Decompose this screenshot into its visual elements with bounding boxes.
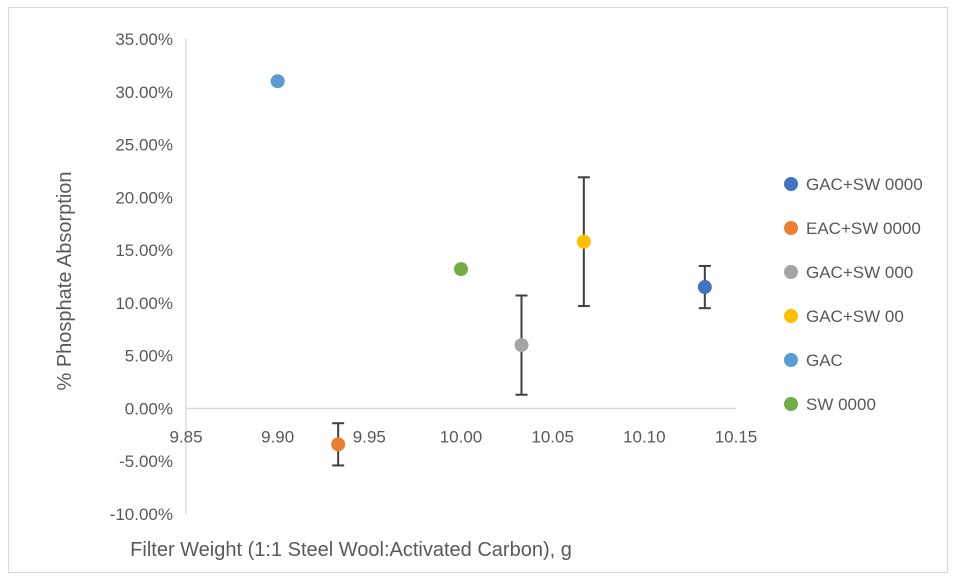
data-point: [514, 338, 529, 353]
legend-label: EAC+SW 0000: [806, 219, 921, 238]
legend-item: GAC: [784, 351, 843, 370]
legend-marker: [784, 397, 798, 411]
legend-marker: [784, 309, 798, 323]
scatter-chart: 35.00% 30.00% 25.00% 20.00% 15.00% 10.00% 5.00…: [54, 30, 923, 561]
legend-marker: [784, 353, 798, 367]
data-point: [454, 262, 468, 277]
legend-label: GAC+SW 000: [806, 263, 913, 282]
legend-label: SW 0000: [806, 395, 876, 414]
y-tick-label: 20.00%: [115, 188, 173, 207]
legend: GAC+SW 0000 EAC+SW 0000 GAC+SW 000 GAC+SW 0…: [784, 175, 923, 414]
x-tick-label: 10.15: [715, 427, 758, 446]
legend-item: GAC+SW 0000: [784, 175, 923, 194]
y-axis-title: % Phosphate Absorption: [54, 171, 76, 390]
legend-label: GAC+SW 00: [806, 307, 904, 326]
chart-frame: 35.00% 30.00% 25.00% 20.00% 15.00% 10.00% 5.00…: [8, 7, 948, 573]
x-tick-label: 9.95: [353, 427, 386, 446]
y-tick-label: 35.00%: [115, 30, 173, 49]
x-axis: 9.85 9.90 9.95 10.00 10.05 10.10 10.15: [169, 407, 758, 446]
data-point: [331, 437, 346, 452]
legend-item: GAC+SW 000: [784, 263, 913, 282]
y-tick-label: 15.00%: [115, 241, 173, 260]
legend-label: GAC+SW 0000: [806, 175, 923, 194]
legend-marker: [784, 221, 798, 235]
legend-item: SW 0000: [784, 395, 876, 414]
data-point: [576, 234, 591, 249]
data-points: [270, 74, 712, 452]
y-tick-label: 25.00%: [115, 136, 173, 155]
legend-item: EAC+SW 0000: [784, 219, 921, 238]
data-point: [270, 74, 285, 89]
y-tick-label: -5.00%: [119, 452, 173, 471]
legend-marker: [784, 177, 798, 191]
x-axis-title: Filter Weight (1:1 Steel Wool:Activated …: [130, 539, 572, 561]
y-tick-label: 10.00%: [115, 294, 173, 313]
x-tick-label: 9.85: [169, 427, 202, 446]
error-bars: [332, 176, 711, 467]
legend-label: GAC: [806, 351, 843, 370]
y-axis: 35.00% 30.00% 25.00% 20.00% 15.00% 10.00% 5.00…: [110, 30, 187, 524]
data-point: [697, 280, 712, 295]
legend-marker: [784, 265, 798, 279]
x-tick-label: 9.90: [261, 427, 294, 446]
x-tick-label: 10.05: [531, 427, 574, 446]
x-tick-label: 10.00: [440, 427, 483, 446]
y-tick-label: -10.00%: [110, 505, 173, 524]
y-tick-label: 5.00%: [125, 347, 173, 366]
y-tick-label: 0.00%: [125, 399, 173, 418]
y-tick-label: 30.00%: [115, 83, 173, 102]
x-tick-label: 10.10: [623, 427, 666, 446]
legend-item: GAC+SW 00: [784, 307, 904, 326]
